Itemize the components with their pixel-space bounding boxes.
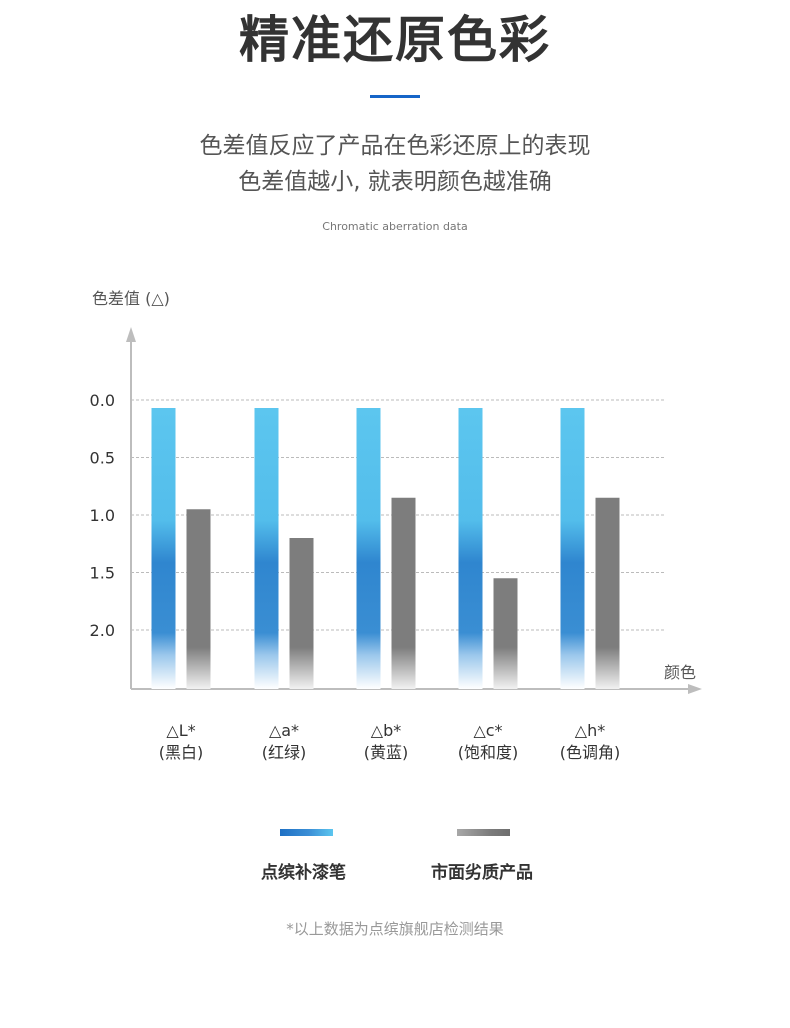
bar-brand bbox=[151, 408, 176, 689]
bar-generic bbox=[186, 509, 211, 689]
bar-brand bbox=[458, 408, 483, 689]
subtitle-line-1: 色差值反应了产品在色彩还原上的表现 bbox=[199, 133, 591, 159]
x-category-sublabel: (色调角) bbox=[560, 743, 621, 762]
x-category-sublabel: (红绿) bbox=[262, 743, 307, 762]
title-underline bbox=[370, 95, 420, 98]
bar-generic bbox=[289, 538, 314, 689]
legend-swatch-brand bbox=[280, 829, 333, 836]
bar-brand bbox=[356, 408, 381, 689]
bar-generic bbox=[391, 497, 416, 689]
bar-brand bbox=[560, 408, 585, 689]
chart-caption: Chromatic aberration data bbox=[322, 220, 468, 233]
bar-generic bbox=[493, 578, 518, 689]
subtitle-line-2: 色差值越小, 就表明颜色越准确 bbox=[238, 169, 552, 195]
page-title: 精准还原色彩 bbox=[239, 11, 551, 69]
y-axis-label: 色差值 (△) bbox=[92, 289, 170, 308]
legend-label-generic: 市面劣质产品 bbox=[431, 863, 533, 883]
y-tick-label: 1.5 bbox=[90, 564, 115, 583]
y-tick-label: 1.0 bbox=[90, 506, 115, 525]
footnote: *以上数据为点缤旗舰店检测结果 bbox=[286, 920, 504, 938]
legend-swatch-generic bbox=[457, 829, 510, 836]
bar-chart: 色差值 (△) 颜色 0.0 0.5 1.0 1.5 2.0 △L* (黑白) △a* (红绿… bbox=[90, 289, 702, 762]
bar-brand bbox=[254, 408, 279, 689]
y-axis-arrow-icon bbox=[126, 327, 136, 342]
x-axis-arrow-icon bbox=[688, 684, 702, 694]
y-tick-label: 0.0 bbox=[90, 391, 115, 410]
bar-generic bbox=[595, 497, 620, 689]
x-axis-label: 颜色 bbox=[664, 663, 696, 682]
x-category-label: △h* bbox=[575, 721, 605, 740]
x-category-sublabel: (饱和度) bbox=[458, 743, 519, 762]
legend-label-brand: 点缤补漆笔 bbox=[261, 863, 346, 883]
x-category-sublabel: (黄蓝) bbox=[364, 743, 409, 762]
x-category-label: △c* bbox=[473, 721, 502, 740]
x-category-label: △a* bbox=[269, 721, 299, 740]
x-category-label: △b* bbox=[371, 721, 401, 740]
x-category-sublabel: (黑白) bbox=[159, 743, 204, 762]
y-tick-label: 2.0 bbox=[90, 621, 115, 640]
y-tick-label: 0.5 bbox=[90, 449, 115, 468]
x-category-label: △L* bbox=[166, 721, 195, 740]
